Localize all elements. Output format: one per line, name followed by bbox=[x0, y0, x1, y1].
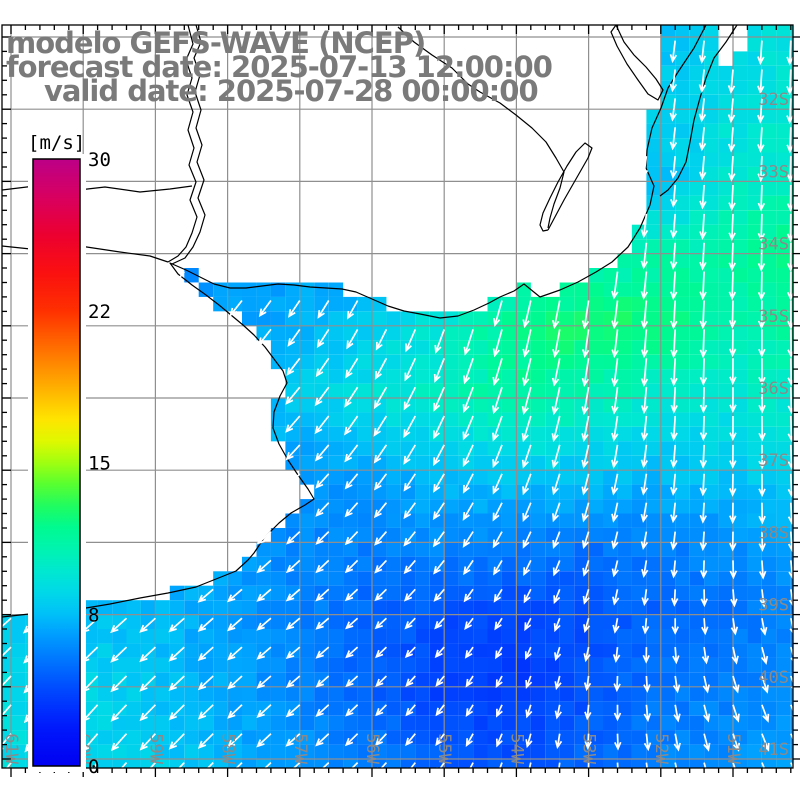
lat-label-32S: 32S bbox=[758, 90, 789, 110]
colorbar-unit-label: [m/s] bbox=[28, 132, 85, 154]
river-path bbox=[171, 25, 206, 265]
lon-label-58W: 58W bbox=[218, 733, 238, 764]
lon-label-57W: 57W bbox=[290, 733, 310, 764]
lat-label-37S: 37S bbox=[758, 451, 789, 471]
forecast-date-line: forecast date: 2025-07-13 12:00:00 bbox=[6, 50, 553, 84]
lon-label-52W: 52W bbox=[651, 733, 671, 764]
river-path bbox=[397, 26, 565, 229]
colorbar-tick-15: 15 bbox=[88, 453, 111, 475]
lon-label-61W: 61W bbox=[1, 733, 21, 764]
river-path bbox=[167, 25, 198, 263]
colorbar-tick-30: 30 bbox=[88, 149, 111, 171]
wind-arrows-layer bbox=[2, 40, 793, 768]
valid-date-line: valid date: 2025-07-28 00:00:00 bbox=[44, 74, 539, 108]
map-title: modelo GEFS-WAVE (NCEP) bbox=[6, 26, 426, 60]
lon-label-54W: 54W bbox=[506, 733, 526, 764]
lat-label-41S: 41S bbox=[758, 740, 789, 760]
colorbar-tick-22: 22 bbox=[88, 301, 111, 323]
lon-label-56W: 56W bbox=[362, 733, 382, 764]
lon-label-51W: 51W bbox=[723, 733, 743, 764]
colorbar-tick-8: 8 bbox=[88, 604, 99, 626]
lon-label-53W: 53W bbox=[579, 733, 599, 764]
lat-label-38S: 38S bbox=[758, 523, 789, 543]
river-path bbox=[610, 25, 664, 101]
river-path bbox=[659, 25, 738, 197]
colorbar: [m/s]30 22 15 8 0 bbox=[28, 132, 111, 778]
lon-label-59W: 59W bbox=[145, 733, 165, 764]
colorbar-tick-0: 0 bbox=[88, 756, 99, 778]
coastline-path bbox=[2, 25, 707, 618]
lat-label-34S: 34S bbox=[758, 235, 789, 255]
lat-label-36S: 36S bbox=[758, 379, 789, 399]
lon-label-55W: 55W bbox=[434, 733, 454, 764]
lat-label-40S: 40S bbox=[758, 668, 789, 688]
river-path bbox=[539, 142, 593, 232]
lat-label-33S: 33S bbox=[758, 162, 789, 182]
lat-label-39S: 39S bbox=[758, 596, 789, 616]
lat-label-35S: 35S bbox=[758, 307, 789, 327]
colorbar-gradient-bar bbox=[32, 158, 81, 767]
axis-labels-layer: 32S33S34S35S36S37S38S39S40S41S61W60W59W5… bbox=[1, 90, 789, 765]
map-frame-layer bbox=[1, 24, 800, 777]
